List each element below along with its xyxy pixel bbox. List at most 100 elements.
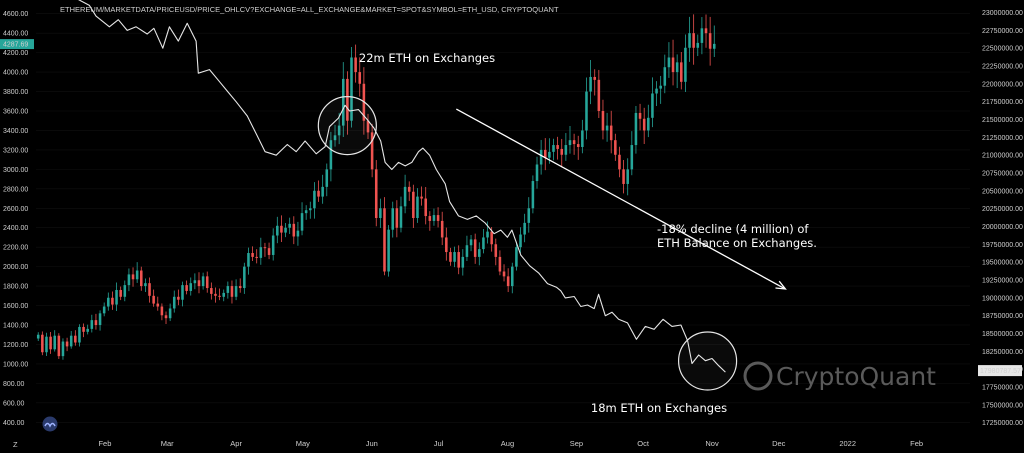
right-tick-label: 18250000.00 <box>982 349 1023 356</box>
candle-body <box>515 247 518 267</box>
candle-body <box>609 125 613 141</box>
candle-body <box>684 47 687 82</box>
left-tick-label: 400.00 <box>3 420 25 427</box>
candle-body <box>177 296 180 300</box>
candle-body <box>688 33 691 48</box>
candle-body <box>140 270 143 287</box>
left-tick-label: 4000.00 <box>3 70 28 77</box>
current-price-label: 4287.69 <box>3 42 28 49</box>
trend-arrow-head <box>775 280 787 290</box>
right-tick-label: 20500000.00 <box>982 188 1023 195</box>
candle-body <box>267 248 271 255</box>
right-tick-label: 19750000.00 <box>982 242 1023 249</box>
candle-body <box>156 303 160 307</box>
right-tick-label: 22250000.00 <box>982 64 1023 71</box>
candle-body <box>304 210 308 214</box>
candle-body <box>457 252 460 268</box>
tradingview-logo-button[interactable] <box>42 416 58 432</box>
candle-body <box>247 253 250 267</box>
logo-wave-icon <box>44 422 56 428</box>
candle-body <box>519 234 522 248</box>
candle-body <box>123 285 127 297</box>
current-balance-label: 17980787.57 <box>980 368 1021 375</box>
candle-body <box>383 208 386 272</box>
timezone-toggle-label[interactable]: Z <box>13 440 18 449</box>
candle-body <box>696 42 700 48</box>
candle-body <box>601 111 605 131</box>
candle-body <box>61 341 65 357</box>
time-tick-label: Jun <box>366 439 378 448</box>
time-tick-label: Oct <box>637 439 650 448</box>
trend-arrow-shaft <box>455 108 786 290</box>
time-axis: Feb Mar Apr May Jun Jul Aug Sep Oct Nov Dec 2022 Feb <box>0 432 1024 453</box>
candle-body <box>407 186 411 192</box>
candle-body <box>523 222 526 235</box>
candle-body <box>201 276 205 287</box>
tradingview-logo-icon[interactable] <box>42 416 58 432</box>
candle-body <box>148 283 151 296</box>
candle-body <box>527 208 531 223</box>
timezone-toggle[interactable]: Z <box>9 438 23 450</box>
candle-body <box>642 118 646 131</box>
candle-body <box>478 249 481 257</box>
candle-body <box>94 320 98 325</box>
candle-body <box>614 140 617 155</box>
candle-body <box>659 85 662 89</box>
candle-body <box>469 239 473 246</box>
left-tick-label: 1000.00 <box>3 361 28 368</box>
left-tick-label: 3000.00 <box>3 167 28 174</box>
candle-body <box>535 164 539 182</box>
timezone-toggle-box[interactable] <box>9 438 23 450</box>
candle-body <box>680 62 683 82</box>
candle-body <box>45 336 48 353</box>
left-tick-label: 800.00 <box>3 381 25 388</box>
candle-body <box>53 335 56 350</box>
time-axis-bg <box>0 432 1024 453</box>
candle-body <box>341 78 345 126</box>
right-tick-label: 19250000.00 <box>982 278 1023 285</box>
left-tick-label: 2400.00 <box>3 225 28 232</box>
cryptoquant-logo-icon <box>743 361 773 391</box>
candle-body <box>193 280 197 284</box>
candle-body <box>82 326 85 332</box>
annotation-decline-line1: -18% decline (4 million) of <box>657 222 809 236</box>
candle-body <box>651 93 654 118</box>
candle-body <box>597 79 601 111</box>
candle-body <box>502 271 506 277</box>
candle-body <box>543 149 547 158</box>
candle-body <box>181 285 184 300</box>
candle-body <box>131 274 135 280</box>
candle-body <box>568 140 572 146</box>
candle-body <box>346 78 349 121</box>
time-tick-label: Sep <box>570 439 583 448</box>
candle-body <box>605 125 609 131</box>
time-tick-label: Feb <box>98 439 111 448</box>
candle-body <box>581 130 584 147</box>
candle-body <box>74 335 77 343</box>
candle-body <box>445 237 448 253</box>
candle-body <box>280 225 283 233</box>
candle-body <box>403 186 407 207</box>
candle-body <box>412 191 415 218</box>
candle-body <box>391 208 395 230</box>
candle-body <box>321 186 324 197</box>
candle-body <box>589 76 592 92</box>
left-tick-label: 1800.00 <box>3 284 28 291</box>
candle-body <box>461 256 465 268</box>
right-tick-label: 20750000.00 <box>982 171 1023 178</box>
candle-body <box>395 208 399 228</box>
candle-body <box>655 88 658 94</box>
candle-body <box>313 190 316 209</box>
right-tick-label: 17750000.00 <box>982 385 1023 392</box>
right-tick-label: 21000000.00 <box>982 153 1023 160</box>
candle-body <box>41 334 44 353</box>
candle-body <box>626 169 629 184</box>
left-tick-label: 4400.00 <box>3 31 28 38</box>
annotation-22m: 22m ETH on Exchanges <box>359 51 495 65</box>
candle-body <box>548 151 551 158</box>
candle-body <box>69 335 73 347</box>
candle-body <box>634 112 638 146</box>
left-tick-label: 3800.00 <box>3 89 28 96</box>
